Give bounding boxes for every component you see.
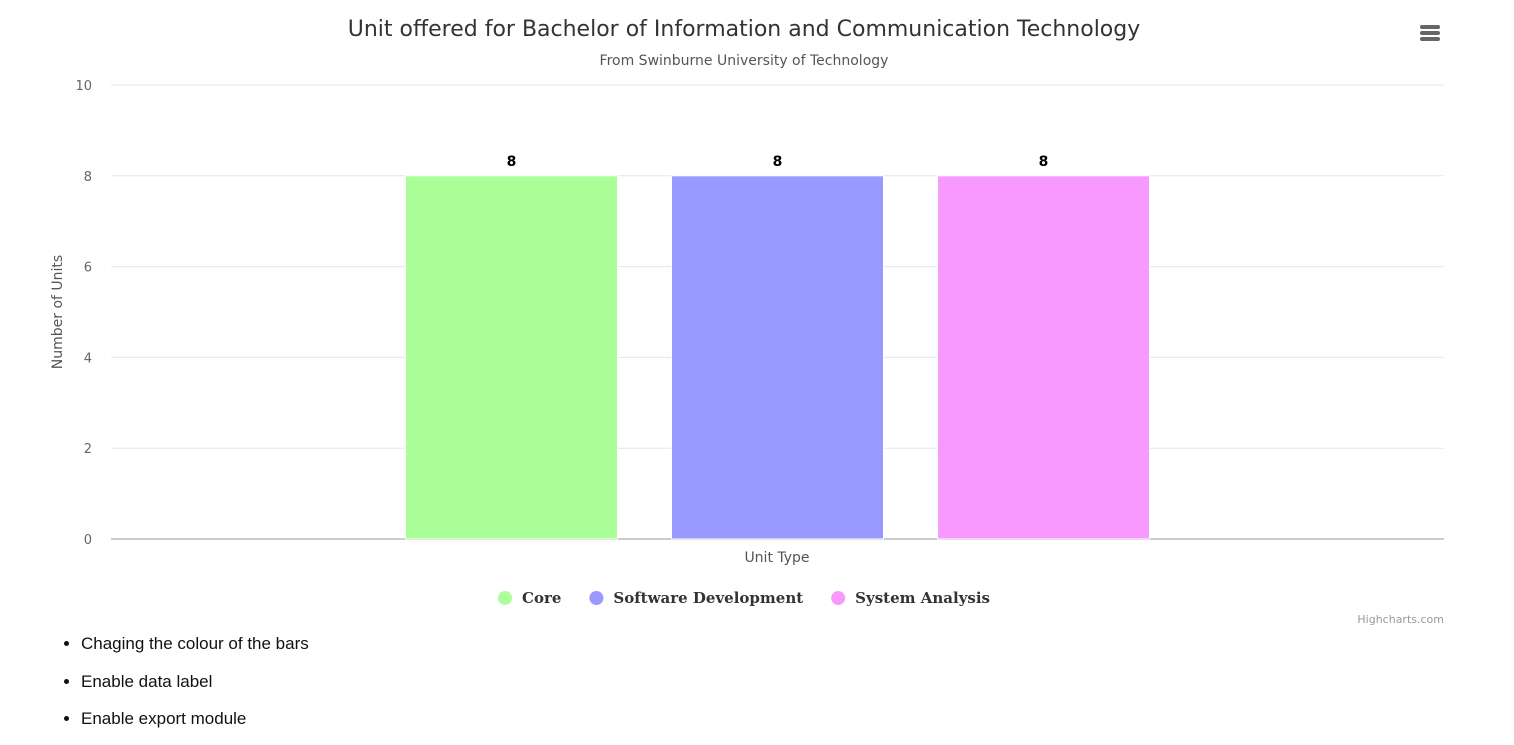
y-tick-label: 4 <box>84 351 92 366</box>
y-tick-label: 2 <box>84 442 92 457</box>
data-label: 8 <box>507 154 517 170</box>
data-label: 8 <box>1039 154 1049 170</box>
highcharts-credits[interactable]: Highcharts.com <box>1357 613 1444 626</box>
legend-marker <box>831 591 846 605</box>
data-label: 8 <box>773 154 783 170</box>
chart-container: Unit offered for Bachelor of Information… <box>50 17 1448 626</box>
bar-core[interactable] <box>405 175 618 540</box>
list-item: Chaging the colour of the bars <box>81 632 309 670</box>
list-item: Enable export module <box>81 707 309 745</box>
chart-title: Unit offered for Bachelor of Information… <box>348 17 1141 42</box>
list-item: Enable data label <box>81 670 309 708</box>
y-tick-label: 10 <box>75 79 92 94</box>
y-tick-label: 6 <box>84 261 92 276</box>
bar-system-analysis[interactable] <box>937 175 1150 540</box>
export-menu-button[interactable] <box>1412 18 1448 48</box>
y-tick-label: 0 <box>84 533 92 548</box>
legend-marker <box>589 591 604 605</box>
legend-item-core[interactable]: Core <box>498 589 561 607</box>
bar-software-development[interactable] <box>671 175 884 540</box>
legend-label: Software Development <box>613 589 803 607</box>
bar-chart: Unit offered for Bachelor of Information… <box>50 17 1444 607</box>
notes-list: Chaging the colour of the bars Enable da… <box>43 632 309 745</box>
legend-item-software-development[interactable]: Software Development <box>589 589 803 607</box>
legend-item-system-analysis[interactable]: System Analysis <box>831 589 990 607</box>
y-axis-title: Number of Units <box>50 255 66 369</box>
chart-subtitle: From Swinburne University of Technology <box>600 53 889 69</box>
legend-label: System Analysis <box>855 589 990 607</box>
hamburger-menu-icon <box>1420 25 1440 29</box>
legend-marker <box>498 591 512 605</box>
y-tick-label: 8 <box>84 170 92 185</box>
legend-label: Core <box>522 589 561 607</box>
x-axis-title: Unit Type <box>744 550 809 566</box>
